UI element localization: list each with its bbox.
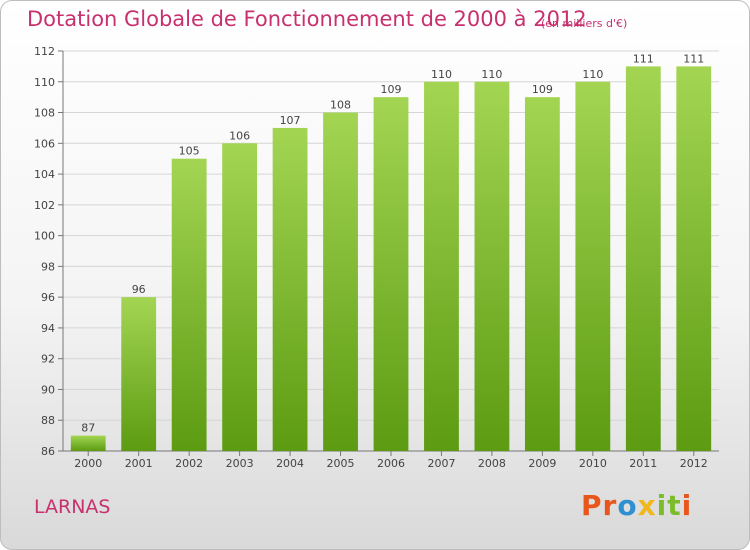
labels: 86 88 90 92 94 96 98 100 102 104 106 108 110 112 87 200… [34,45,708,470]
proxiti-logo[interactable]: Proxiti [581,489,692,522]
bar-value-label: 110 [431,68,452,81]
x-tick-label: 2003 [226,457,254,470]
chart-title: Dotation Globale de Fonctionnement de 20… [27,7,587,31]
y-tick-label: 94 [41,322,55,335]
bar-value-label: 110 [582,68,603,81]
bar [121,297,157,451]
bar [272,127,308,451]
bar-value-label: 110 [481,68,502,81]
x-tick-label: 2000 [74,457,102,470]
logo-letter: x [637,489,657,522]
y-tick-label: 110 [34,76,55,89]
y-tick-label: 96 [41,291,55,304]
x-tick-label: 2010 [579,457,607,470]
bar [424,81,459,452]
bar [625,66,661,451]
logo-letter: t [667,489,682,522]
x-tick-label: 2009 [528,457,556,470]
logo-letter: i [656,489,668,522]
bars [70,66,712,452]
chart-unit-note: (en milliers d'€) [541,17,628,30]
bar [524,97,560,452]
logo-letter: r [602,489,618,522]
x-tick-label: 2001 [125,457,153,470]
x-tick-label: 2005 [327,457,355,470]
bar [676,66,712,451]
x-tick-label: 2002 [175,457,203,470]
town-name: LARNAS [34,496,111,518]
bar-value-label: 105 [179,145,200,158]
logo-letter: P [581,489,603,522]
bar [171,158,207,451]
y-tick-label: 108 [34,107,55,120]
x-tick-label: 2006 [377,457,405,470]
bar [575,81,611,452]
bar [222,143,258,452]
bar-value-label: 87 [81,422,95,435]
y-tick-label: 92 [41,353,55,366]
y-tick-label: 86 [41,445,55,458]
bar [373,97,409,452]
y-tick-label: 106 [34,137,55,150]
bar-value-label: 111 [633,52,654,65]
y-tick-label: 102 [34,199,55,212]
y-tick-label: 88 [41,414,55,427]
logo-letter: i [681,489,693,522]
bar [474,81,510,452]
x-tick-label: 2008 [478,457,506,470]
y-tick-label: 100 [34,230,55,243]
bar-value-label: 107 [280,114,301,127]
y-tick-label: 112 [34,45,55,58]
bar-value-label: 109 [532,83,553,96]
bar [323,112,358,452]
x-tick-label: 2012 [680,457,708,470]
bar [70,435,106,451]
bar-value-label: 108 [330,99,351,112]
bar-value-label: 106 [229,129,250,142]
bar-value-label: 96 [132,283,146,296]
bar-value-label: 111 [683,52,704,65]
x-tick-label: 2004 [276,457,304,470]
y-tick-label: 90 [41,383,55,396]
y-tick-label: 104 [34,168,55,181]
x-tick-label: 2007 [427,457,455,470]
logo-letter: o [617,489,638,522]
y-tick-label: 98 [41,260,55,273]
bar-value-label: 109 [381,83,402,96]
x-tick-label: 2011 [629,457,657,470]
